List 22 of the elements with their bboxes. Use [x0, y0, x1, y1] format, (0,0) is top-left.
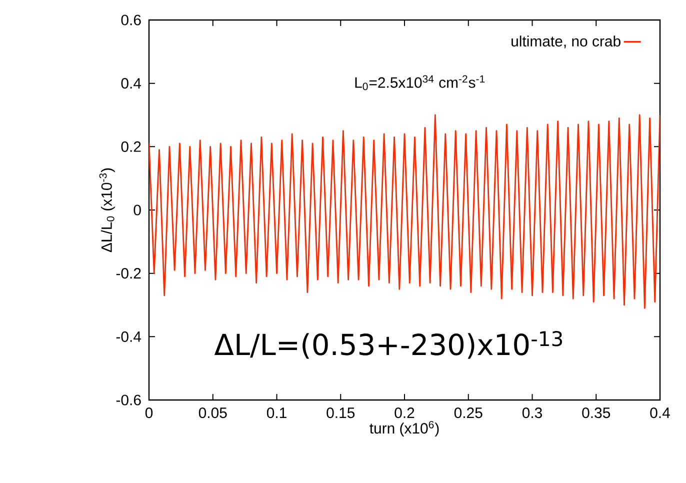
annotation: L$_{0}$=2.5x10$^{34}$ cm$^{-2}$s$^{-1}$: [355, 75, 485, 90]
x-tick-label: 0.2: [394, 408, 414, 418]
y-tick-label: 0.4: [121, 78, 142, 89]
x-axis-title: turn (x10$^{6}$): [370, 420, 439, 437]
x-tick-label: 0: [145, 408, 153, 418]
y-tick-label: -0.4: [116, 331, 142, 342]
legend-label: ultimate, no crab: [512, 36, 620, 48]
y-tick-label: -0.2: [116, 268, 141, 279]
y-tick-label: 0.2: [121, 141, 141, 152]
y-axis-title: ΔL/L$_{0}$ (x10$^{-3}$): [99, 168, 115, 252]
y-tick-label: 0: [134, 204, 141, 216]
x-tick-label: 0.25: [454, 408, 482, 418]
x-tick-label: 0.35: [582, 408, 610, 418]
x-tick-label: 0.3: [522, 408, 542, 418]
line-series: [149, 114, 660, 309]
annotation: ΔL/L=(0.53+-230)x10$^{-13}$: [214, 331, 562, 359]
x-tick-label: 0.4: [650, 408, 670, 418]
y-tick-label: 0.6: [121, 14, 141, 26]
x-tick-label: 0.15: [326, 408, 355, 418]
x-tick-label: 0.1: [266, 408, 286, 418]
x-tick-label: 0.05: [198, 408, 227, 418]
y-tick-label: -0.6: [116, 394, 141, 406]
